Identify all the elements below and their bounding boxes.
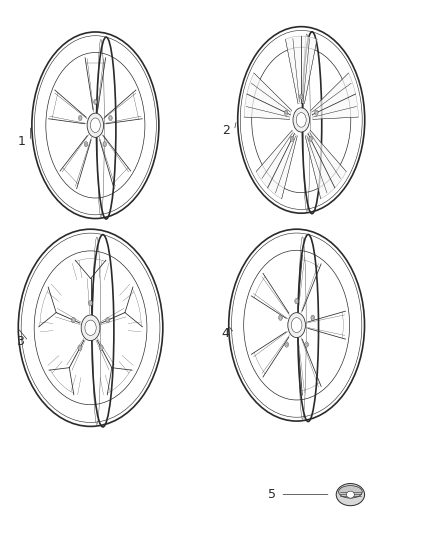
Ellipse shape bbox=[315, 111, 317, 114]
Ellipse shape bbox=[284, 110, 288, 115]
Polygon shape bbox=[244, 73, 292, 119]
Ellipse shape bbox=[293, 108, 310, 132]
Ellipse shape bbox=[285, 111, 287, 114]
Ellipse shape bbox=[110, 117, 111, 119]
Ellipse shape bbox=[100, 346, 102, 349]
Ellipse shape bbox=[339, 486, 362, 498]
Ellipse shape bbox=[89, 302, 92, 305]
Ellipse shape bbox=[95, 101, 96, 103]
Polygon shape bbox=[305, 131, 346, 199]
Ellipse shape bbox=[90, 118, 100, 133]
Ellipse shape bbox=[306, 343, 307, 346]
Ellipse shape bbox=[72, 319, 74, 321]
Ellipse shape bbox=[79, 117, 81, 119]
Ellipse shape bbox=[285, 342, 289, 347]
Ellipse shape bbox=[103, 142, 106, 147]
Ellipse shape bbox=[109, 116, 112, 120]
Ellipse shape bbox=[295, 298, 299, 304]
Ellipse shape bbox=[300, 94, 303, 99]
Ellipse shape bbox=[291, 318, 302, 333]
Text: 4: 4 bbox=[222, 327, 230, 340]
Ellipse shape bbox=[279, 316, 282, 319]
Ellipse shape bbox=[296, 112, 306, 127]
Ellipse shape bbox=[305, 342, 308, 347]
Ellipse shape bbox=[290, 136, 293, 141]
Ellipse shape bbox=[81, 315, 100, 341]
Ellipse shape bbox=[107, 319, 109, 321]
Ellipse shape bbox=[309, 136, 312, 141]
Ellipse shape bbox=[286, 343, 288, 346]
Ellipse shape bbox=[87, 113, 104, 138]
Ellipse shape bbox=[104, 143, 106, 146]
Ellipse shape bbox=[78, 345, 82, 351]
Ellipse shape bbox=[336, 483, 364, 506]
Ellipse shape bbox=[310, 138, 311, 140]
Text: 2: 2 bbox=[222, 124, 230, 137]
Text: 3: 3 bbox=[16, 335, 24, 348]
Ellipse shape bbox=[311, 315, 314, 320]
Text: 1: 1 bbox=[18, 135, 26, 148]
Ellipse shape bbox=[88, 301, 92, 306]
Polygon shape bbox=[311, 73, 358, 119]
Ellipse shape bbox=[300, 95, 302, 98]
Polygon shape bbox=[256, 131, 297, 199]
Ellipse shape bbox=[291, 138, 293, 140]
Polygon shape bbox=[286, 36, 317, 103]
Ellipse shape bbox=[79, 346, 81, 349]
Ellipse shape bbox=[296, 300, 298, 303]
Ellipse shape bbox=[99, 345, 103, 351]
Ellipse shape bbox=[346, 491, 354, 498]
Ellipse shape bbox=[312, 316, 314, 319]
Ellipse shape bbox=[94, 99, 97, 104]
Ellipse shape bbox=[84, 142, 88, 147]
Text: 5: 5 bbox=[268, 488, 276, 501]
Ellipse shape bbox=[288, 313, 305, 337]
Ellipse shape bbox=[106, 318, 110, 323]
Ellipse shape bbox=[279, 315, 283, 320]
Ellipse shape bbox=[314, 110, 318, 115]
Ellipse shape bbox=[78, 116, 82, 120]
Ellipse shape bbox=[71, 318, 75, 323]
Ellipse shape bbox=[85, 143, 87, 146]
Ellipse shape bbox=[85, 320, 96, 335]
